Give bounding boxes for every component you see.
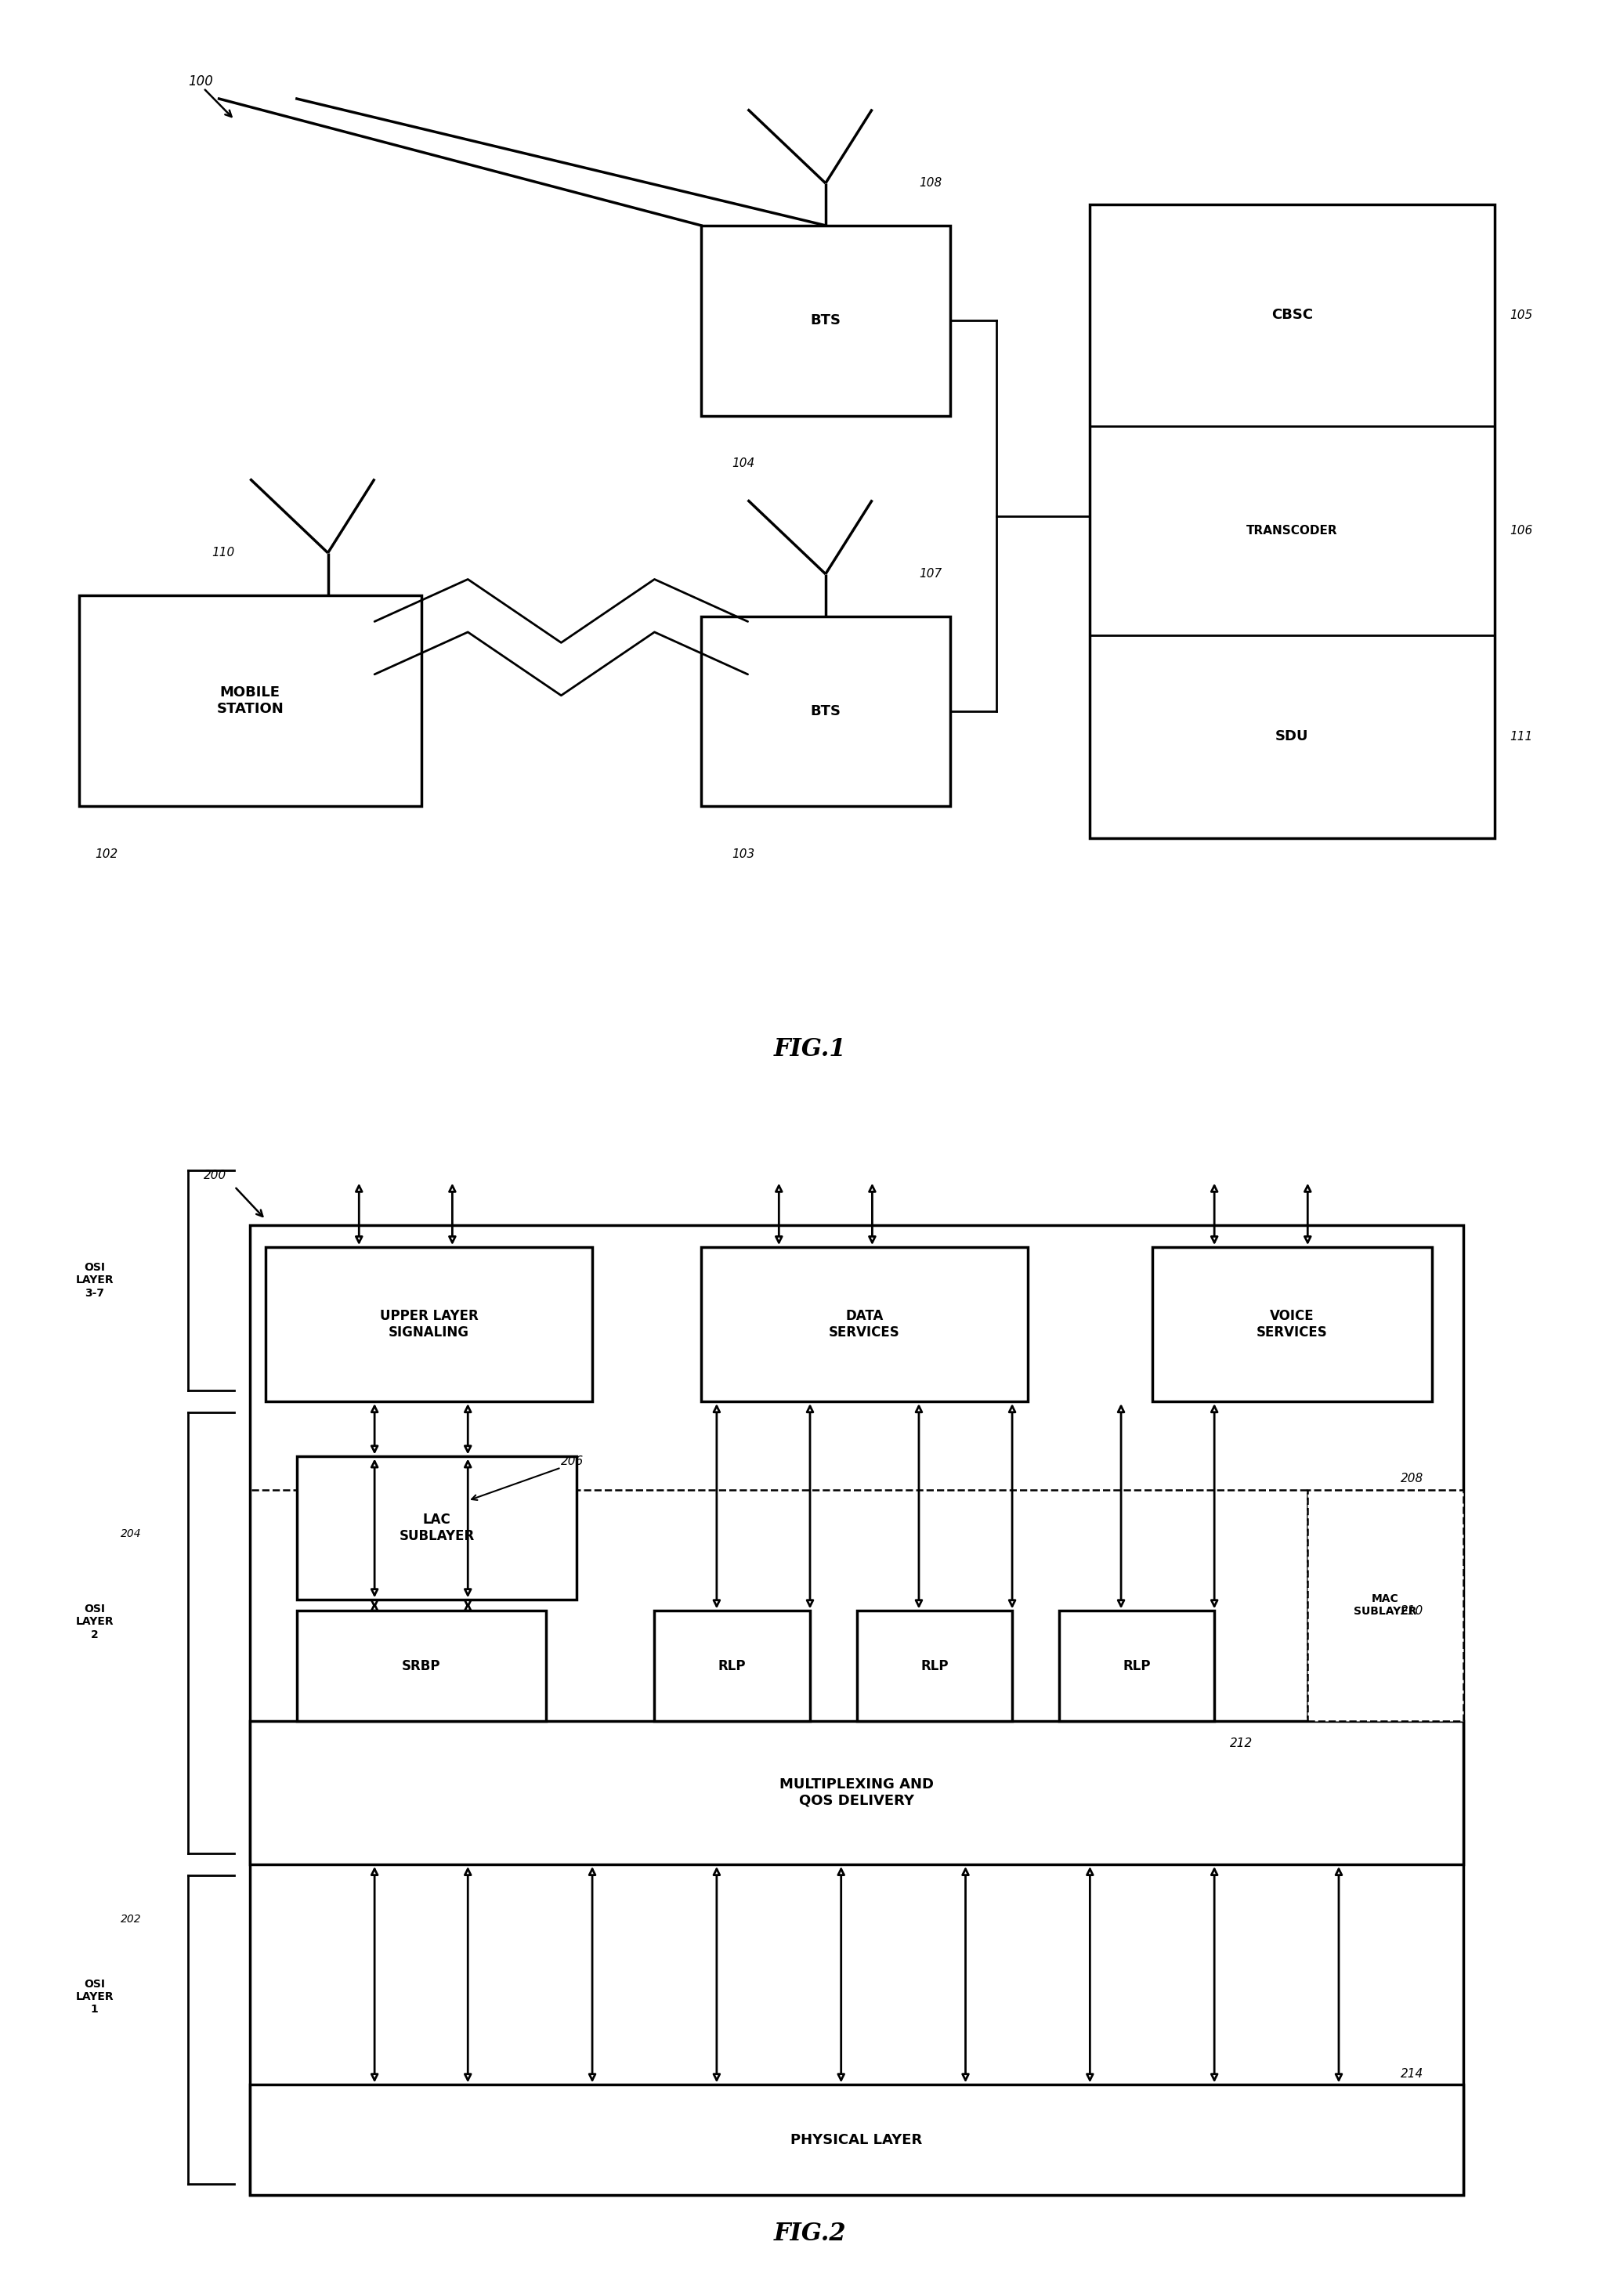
Text: 200: 200 bbox=[204, 1169, 227, 1180]
Text: 202: 202 bbox=[120, 1915, 141, 1924]
Text: 104: 104 bbox=[732, 457, 755, 471]
Text: FIG.1: FIG.1 bbox=[774, 1038, 846, 1061]
Text: 110: 110 bbox=[212, 546, 235, 558]
Bar bbox=[1059, 1612, 1215, 1722]
Bar bbox=[249, 1722, 1463, 1864]
Bar bbox=[249, 2085, 1463, 2195]
Text: VOICE
SERVICES: VOICE SERVICES bbox=[1257, 1309, 1328, 1339]
Text: 204: 204 bbox=[120, 1529, 141, 1538]
Text: BTS: BTS bbox=[810, 315, 841, 328]
Text: 206: 206 bbox=[561, 1456, 585, 1467]
Bar bbox=[266, 1247, 593, 1401]
Text: UPPER LAYER
SIGNALING: UPPER LAYER SIGNALING bbox=[379, 1309, 478, 1339]
Bar bbox=[1090, 204, 1494, 838]
Bar bbox=[79, 595, 421, 806]
Bar bbox=[1307, 1490, 1463, 1722]
Bar bbox=[296, 1456, 577, 1600]
Text: DATA
SERVICES: DATA SERVICES bbox=[829, 1309, 901, 1339]
Bar bbox=[857, 1612, 1013, 1722]
Text: FIG.2: FIG.2 bbox=[774, 2223, 846, 2245]
Text: RLP: RLP bbox=[920, 1660, 948, 1674]
Text: 208: 208 bbox=[1401, 1472, 1424, 1486]
Text: BTS: BTS bbox=[810, 705, 841, 719]
Bar bbox=[1152, 1247, 1432, 1401]
Text: OSI
LAYER
1: OSI LAYER 1 bbox=[76, 1979, 113, 2016]
Bar bbox=[654, 1612, 810, 1722]
Bar bbox=[701, 225, 949, 416]
Text: 212: 212 bbox=[1230, 1738, 1252, 1750]
Text: SRBP: SRBP bbox=[402, 1660, 441, 1674]
Text: 103: 103 bbox=[732, 850, 755, 861]
Bar bbox=[249, 1490, 1307, 1864]
Text: OSI
LAYER
2: OSI LAYER 2 bbox=[76, 1603, 113, 1639]
Text: 111: 111 bbox=[1510, 730, 1533, 742]
Text: 105: 105 bbox=[1510, 310, 1533, 321]
Text: MULTIPLEXING AND
QOS DELIVERY: MULTIPLEXING AND QOS DELIVERY bbox=[779, 1777, 933, 1807]
Bar bbox=[701, 615, 949, 806]
Text: 214: 214 bbox=[1401, 2069, 1424, 2080]
Text: TRANSCODER: TRANSCODER bbox=[1246, 526, 1338, 537]
Bar bbox=[296, 1612, 546, 1722]
Text: SDU: SDU bbox=[1275, 730, 1309, 744]
Text: MAC
SUBLAYER: MAC SUBLAYER bbox=[1354, 1593, 1418, 1616]
Text: RLP: RLP bbox=[1123, 1660, 1150, 1674]
Text: MOBILE
STATION: MOBILE STATION bbox=[217, 687, 284, 716]
Text: 108: 108 bbox=[919, 177, 941, 188]
Text: 100: 100 bbox=[188, 73, 212, 87]
Text: OSI
LAYER
3-7: OSI LAYER 3-7 bbox=[76, 1263, 113, 1300]
Text: RLP: RLP bbox=[718, 1660, 747, 1674]
Text: 102: 102 bbox=[94, 850, 118, 861]
Bar bbox=[249, 1864, 1463, 2085]
Text: 107: 107 bbox=[919, 567, 941, 581]
Text: PHYSICAL LAYER: PHYSICAL LAYER bbox=[791, 2133, 922, 2147]
Text: LAC
SUBLAYER: LAC SUBLAYER bbox=[399, 1513, 475, 1543]
Text: CBSC: CBSC bbox=[1272, 308, 1312, 321]
Bar bbox=[249, 1226, 1463, 2195]
Bar bbox=[701, 1247, 1027, 1401]
Text: 106: 106 bbox=[1510, 526, 1533, 537]
Text: 210: 210 bbox=[1401, 1605, 1424, 1616]
